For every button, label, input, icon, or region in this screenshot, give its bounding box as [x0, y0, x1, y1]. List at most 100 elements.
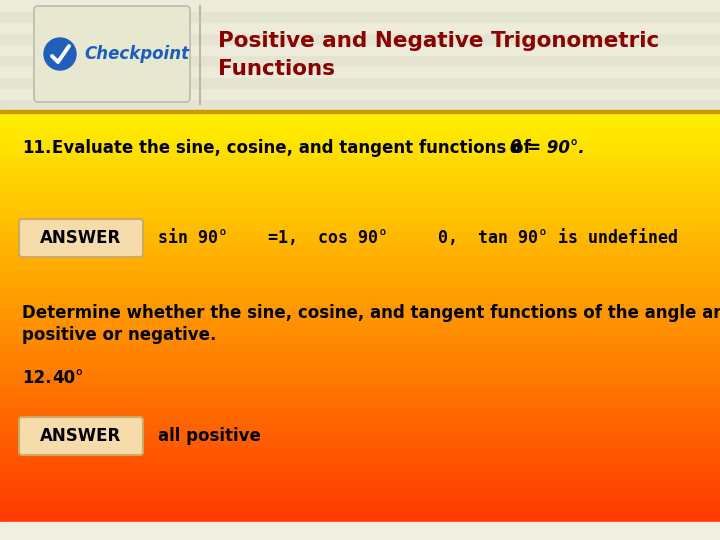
Bar	[0, 493, 720, 494]
Text: Determine whether the sine, cosine, and tangent functions of the angle are: Determine whether the sine, cosine, and …	[22, 304, 720, 322]
Bar	[0, 193, 720, 194]
Circle shape	[44, 38, 76, 70]
Bar	[0, 389, 720, 390]
Bar	[0, 233, 720, 234]
Bar	[0, 319, 720, 320]
Bar	[0, 176, 720, 177]
Bar	[0, 358, 720, 359]
Bar	[0, 243, 720, 244]
Bar	[0, 126, 720, 127]
Bar	[0, 426, 720, 427]
Bar	[0, 171, 720, 172]
Bar	[0, 154, 720, 156]
Bar	[0, 452, 720, 453]
Text: positive or negative.: positive or negative.	[22, 326, 217, 344]
Bar	[0, 298, 720, 299]
FancyBboxPatch shape	[34, 6, 190, 102]
Bar	[0, 273, 720, 274]
Bar	[0, 240, 720, 241]
Bar	[0, 315, 720, 316]
Bar	[0, 265, 720, 266]
Bar	[0, 417, 720, 418]
Bar	[0, 353, 720, 354]
Bar	[0, 227, 720, 228]
Bar	[0, 204, 720, 205]
Bar	[0, 345, 720, 346]
Bar	[0, 127, 720, 129]
Bar	[0, 209, 720, 210]
Bar	[0, 420, 720, 421]
Bar	[0, 114, 720, 115]
Bar	[0, 194, 720, 195]
Bar	[0, 340, 720, 341]
Bar	[0, 325, 720, 326]
Bar	[0, 350, 720, 351]
Bar	[0, 462, 720, 463]
Bar	[0, 514, 720, 515]
Bar	[0, 505, 720, 507]
Bar	[0, 334, 720, 335]
Bar	[0, 130, 720, 131]
Bar	[0, 512, 720, 513]
Bar	[0, 411, 720, 412]
Bar	[0, 516, 720, 517]
Bar	[0, 413, 720, 414]
Bar	[0, 212, 720, 213]
Bar	[0, 455, 720, 456]
Bar	[0, 275, 720, 276]
Bar	[0, 294, 720, 295]
Bar	[0, 211, 720, 212]
Bar	[0, 300, 720, 301]
Bar	[0, 412, 720, 413]
Bar	[0, 513, 720, 514]
Bar	[0, 221, 720, 222]
Bar	[0, 342, 720, 343]
Bar	[0, 446, 720, 447]
Bar	[0, 143, 720, 144]
Bar	[0, 433, 720, 434]
Bar	[0, 217, 720, 218]
Bar	[0, 167, 720, 168]
Bar	[0, 44, 720, 55]
Bar	[0, 296, 720, 298]
Bar	[0, 185, 720, 186]
Bar	[0, 249, 720, 250]
Bar	[0, 188, 720, 190]
Bar	[0, 311, 720, 312]
Bar	[0, 487, 720, 488]
Bar	[0, 150, 720, 151]
Bar	[0, 174, 720, 175]
Bar	[0, 254, 720, 255]
Bar	[0, 383, 720, 384]
Bar	[0, 500, 720, 501]
Bar	[0, 468, 720, 469]
Bar	[0, 77, 720, 88]
Bar	[0, 489, 720, 490]
Bar	[0, 416, 720, 417]
Bar	[0, 450, 720, 451]
Bar	[0, 354, 720, 355]
Bar	[0, 349, 720, 350]
Bar	[0, 447, 720, 448]
Bar	[0, 224, 720, 225]
Bar	[0, 485, 720, 486]
Bar	[0, 518, 720, 519]
Bar	[0, 503, 720, 504]
Bar	[0, 401, 720, 402]
Bar	[0, 469, 720, 470]
Bar	[0, 276, 720, 277]
Bar	[0, 306, 720, 307]
Bar	[0, 377, 720, 378]
Bar	[0, 328, 720, 329]
Bar	[0, 391, 720, 392]
Bar	[0, 454, 720, 455]
Bar	[0, 335, 720, 336]
FancyBboxPatch shape	[19, 219, 143, 257]
Bar	[0, 397, 720, 399]
Bar	[0, 410, 720, 411]
Bar	[0, 252, 720, 253]
Bar	[0, 307, 720, 308]
Bar	[0, 352, 720, 353]
Bar	[0, 363, 720, 364]
Bar	[0, 323, 720, 324]
